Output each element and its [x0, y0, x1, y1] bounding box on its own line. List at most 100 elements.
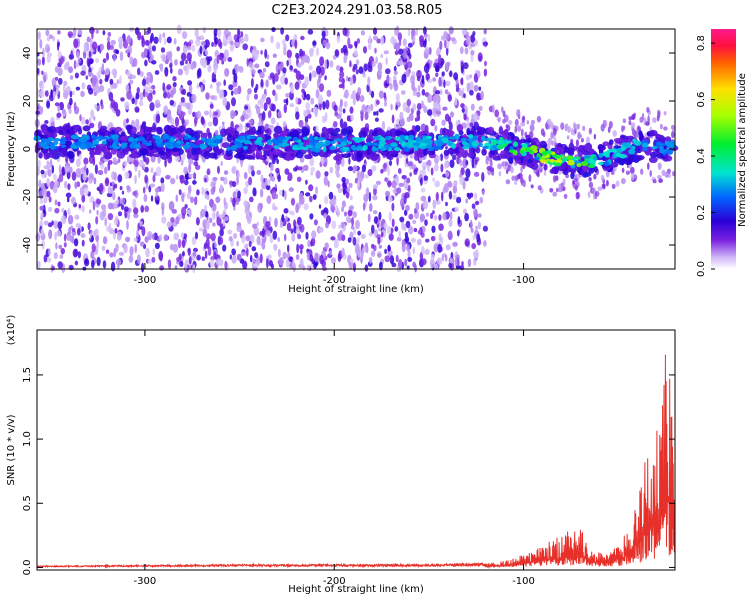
noise-speckle: [363, 174, 369, 179]
noise-speckle: [434, 65, 440, 73]
noise-speckle: [324, 59, 328, 70]
noise-speckle: [87, 72, 94, 77]
noise-speckle: [133, 160, 139, 168]
signal-band-cell: [49, 150, 56, 159]
signal-peak-cell: [530, 145, 538, 151]
noise-speckle: [447, 94, 452, 102]
noise-speckle: [491, 105, 495, 113]
noise-speckle: [253, 226, 260, 236]
noise-speckle: [70, 196, 76, 205]
signal-peak-cell: [173, 143, 181, 148]
noise-speckle: [141, 78, 147, 87]
noise-speckle: [250, 77, 254, 88]
noise-speckle: [357, 236, 360, 245]
signal-peak-cell: [320, 143, 327, 147]
noise-speckle: [485, 157, 489, 165]
noise-speckle: [55, 242, 58, 250]
noise-speckle: [460, 65, 464, 74]
noise-speckle: [42, 47, 45, 58]
noise-speckle: [371, 243, 375, 249]
noise-speckle: [430, 167, 434, 176]
signal-peak-cell: [286, 136, 292, 140]
noise-speckle: [139, 91, 144, 101]
noise-speckle: [144, 92, 149, 98]
noise-speckle: [430, 258, 435, 269]
noise-speckle: [46, 257, 52, 263]
noise-speckle: [465, 74, 471, 81]
noise-speckle: [233, 88, 239, 95]
noise-speckle: [460, 77, 464, 86]
noise-speckle: [160, 47, 166, 53]
noise-speckle: [402, 51, 408, 60]
noise-speckle: [372, 195, 378, 201]
noise-speckle: [367, 104, 371, 114]
noise-speckle: [109, 44, 114, 51]
noise-speckle: [261, 111, 266, 121]
noise-speckle: [323, 212, 328, 219]
noise-speckle: [414, 264, 417, 273]
signal-band-cell: [100, 125, 108, 131]
noise-speckle: [428, 47, 432, 55]
noise-speckle: [419, 213, 425, 222]
noise-speckle: [107, 31, 112, 37]
noise-speckle: [295, 70, 302, 81]
noise-speckle: [210, 95, 216, 100]
noise-speckle: [149, 102, 155, 112]
noise-speckle: [163, 91, 168, 99]
noise-speckle: [421, 103, 425, 109]
noise-speckle: [191, 93, 197, 103]
noise-speckle: [392, 188, 398, 194]
noise-speckle: [95, 234, 99, 242]
snr-x-tick-label: -100: [512, 576, 535, 587]
noise-speckle: [349, 258, 354, 264]
noise-speckle: [198, 227, 204, 232]
noise-speckle: [323, 175, 328, 186]
noise-speckle: [404, 236, 410, 243]
noise-speckle: [520, 165, 523, 174]
signal-peak-cell: [549, 159, 555, 163]
noise-speckle: [219, 41, 223, 49]
noise-speckle: [93, 230, 96, 237]
noise-speckle: [246, 247, 249, 257]
signal-peak-cell: [155, 138, 163, 145]
signal-band-cell: [602, 141, 610, 146]
noise-speckle: [272, 230, 278, 240]
noise-speckle: [467, 193, 472, 200]
noise-speckle: [264, 48, 268, 59]
noise-speckle: [575, 191, 580, 200]
noise-speckle: [412, 247, 416, 255]
noise-speckle: [221, 60, 225, 65]
noise-speckle: [299, 258, 304, 268]
signal-band-cell: [177, 125, 186, 132]
noise-speckle: [402, 38, 407, 47]
noise-speckle: [182, 44, 188, 54]
noise-speckle: [374, 47, 377, 54]
noise-speckle: [465, 159, 469, 166]
noise-speckle: [300, 58, 305, 65]
noise-speckle: [138, 169, 141, 179]
noise-speckle: [161, 206, 165, 216]
noise-speckle: [282, 251, 288, 260]
signal-band-cell: [94, 149, 102, 156]
noise-speckle: [593, 173, 597, 180]
noise-speckle: [423, 26, 427, 35]
noise-speckle: [465, 168, 471, 178]
noise-speckle: [421, 258, 427, 266]
signal-peak-cell: [162, 134, 170, 140]
noise-speckle: [368, 191, 372, 202]
noise-speckle: [61, 207, 65, 214]
signal-peak-cell: [380, 147, 386, 152]
signal-peak-cell: [524, 147, 531, 152]
noise-speckle: [560, 182, 565, 188]
noise-speckle: [394, 50, 399, 56]
noise-speckle: [319, 56, 325, 66]
noise-speckle: [143, 163, 146, 170]
noise-speckle: [123, 160, 128, 167]
noise-speckle: [343, 100, 348, 108]
signal-band-cell: [65, 133, 71, 141]
noise-speckle: [231, 181, 237, 188]
noise-speckle: [657, 162, 662, 170]
noise-speckle: [287, 244, 290, 253]
